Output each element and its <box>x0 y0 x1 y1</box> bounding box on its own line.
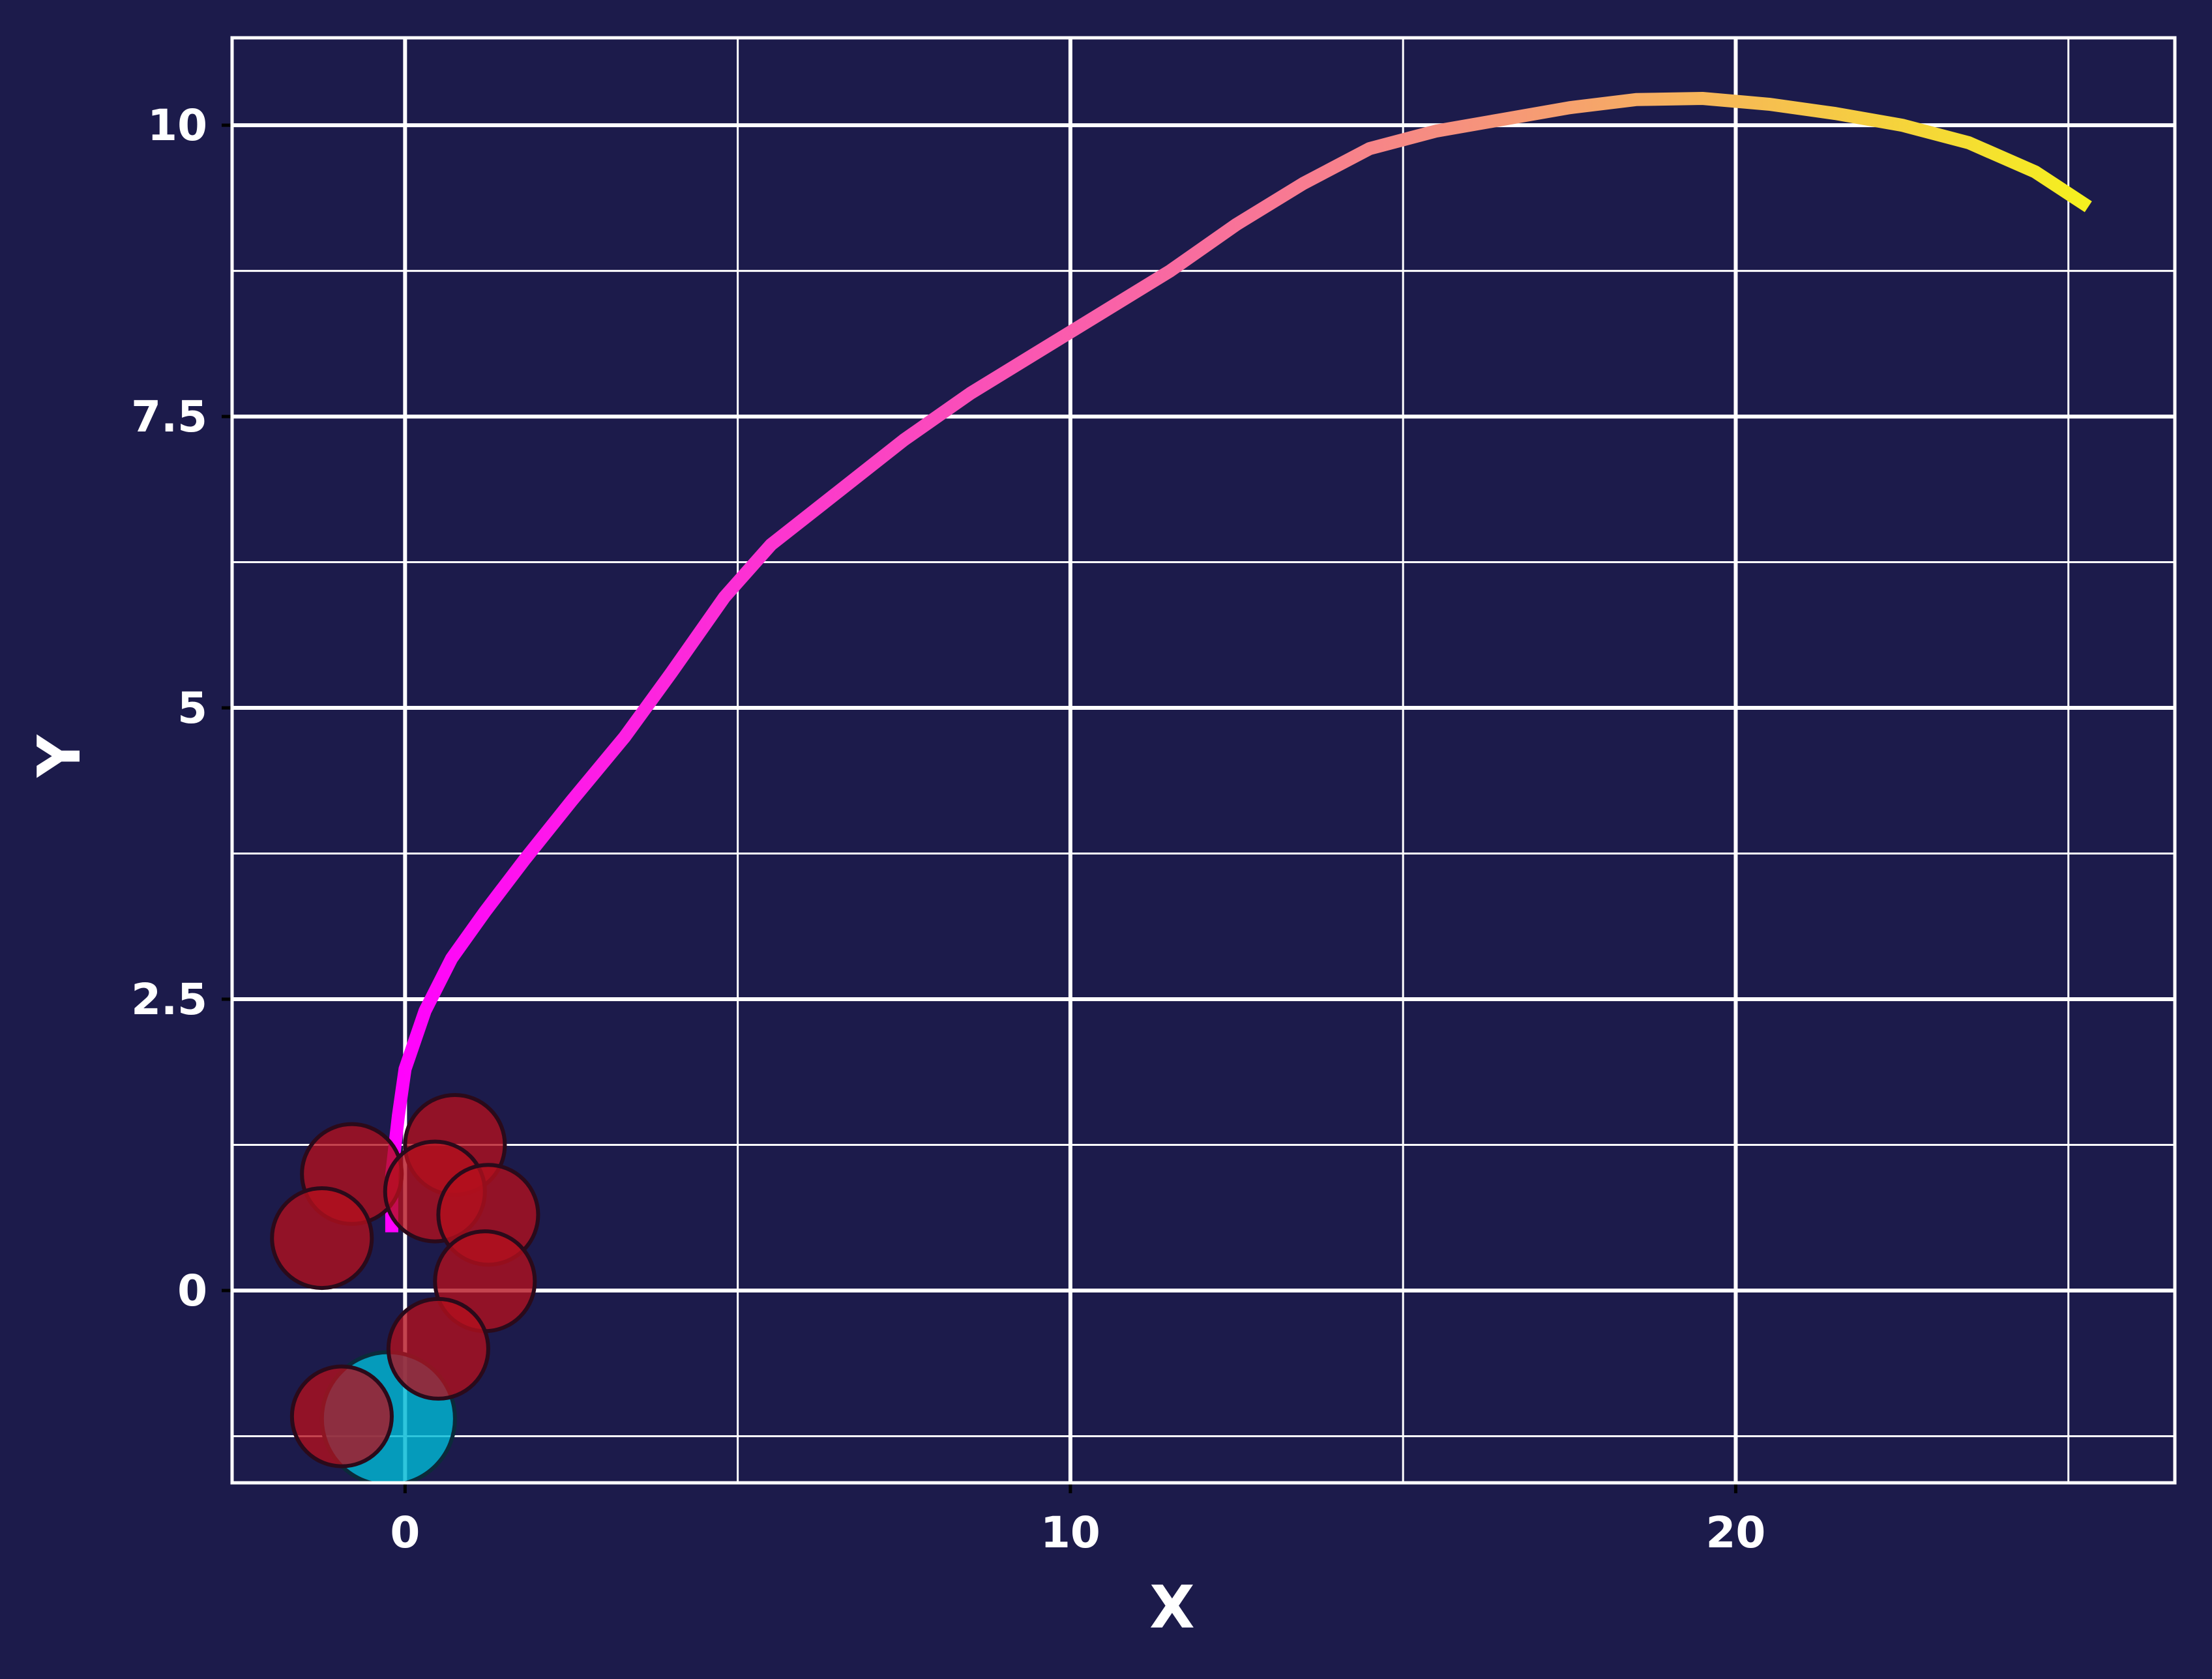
trajectory-line <box>385 92 2092 1233</box>
grid <box>232 38 2175 1483</box>
x-axis-label: X <box>1149 1573 1194 1642</box>
x-tick-label: 0 <box>390 1508 420 1558</box>
y-axis-label: Y <box>25 734 94 778</box>
plot-marks <box>270 92 2092 1483</box>
obstacle-point <box>386 1296 490 1401</box>
x-tick-label: 10 <box>1040 1508 1100 1558</box>
y-tick-label: 5 <box>177 683 207 733</box>
y-tick-label: 0 <box>177 1266 207 1316</box>
obstacle-point <box>270 1186 374 1291</box>
plot-frame <box>230 36 2177 1485</box>
axis-ticks: 0 10 20 0 2.5 5 7.5 10 <box>131 100 1765 1558</box>
y-tick-label: 2.5 <box>131 974 207 1025</box>
x-tick-label: 20 <box>1706 1508 1766 1558</box>
y-tick-label: 10 <box>147 100 207 151</box>
y-tick-label: 7.5 <box>131 392 207 442</box>
obstacle-point <box>289 1364 394 1468</box>
